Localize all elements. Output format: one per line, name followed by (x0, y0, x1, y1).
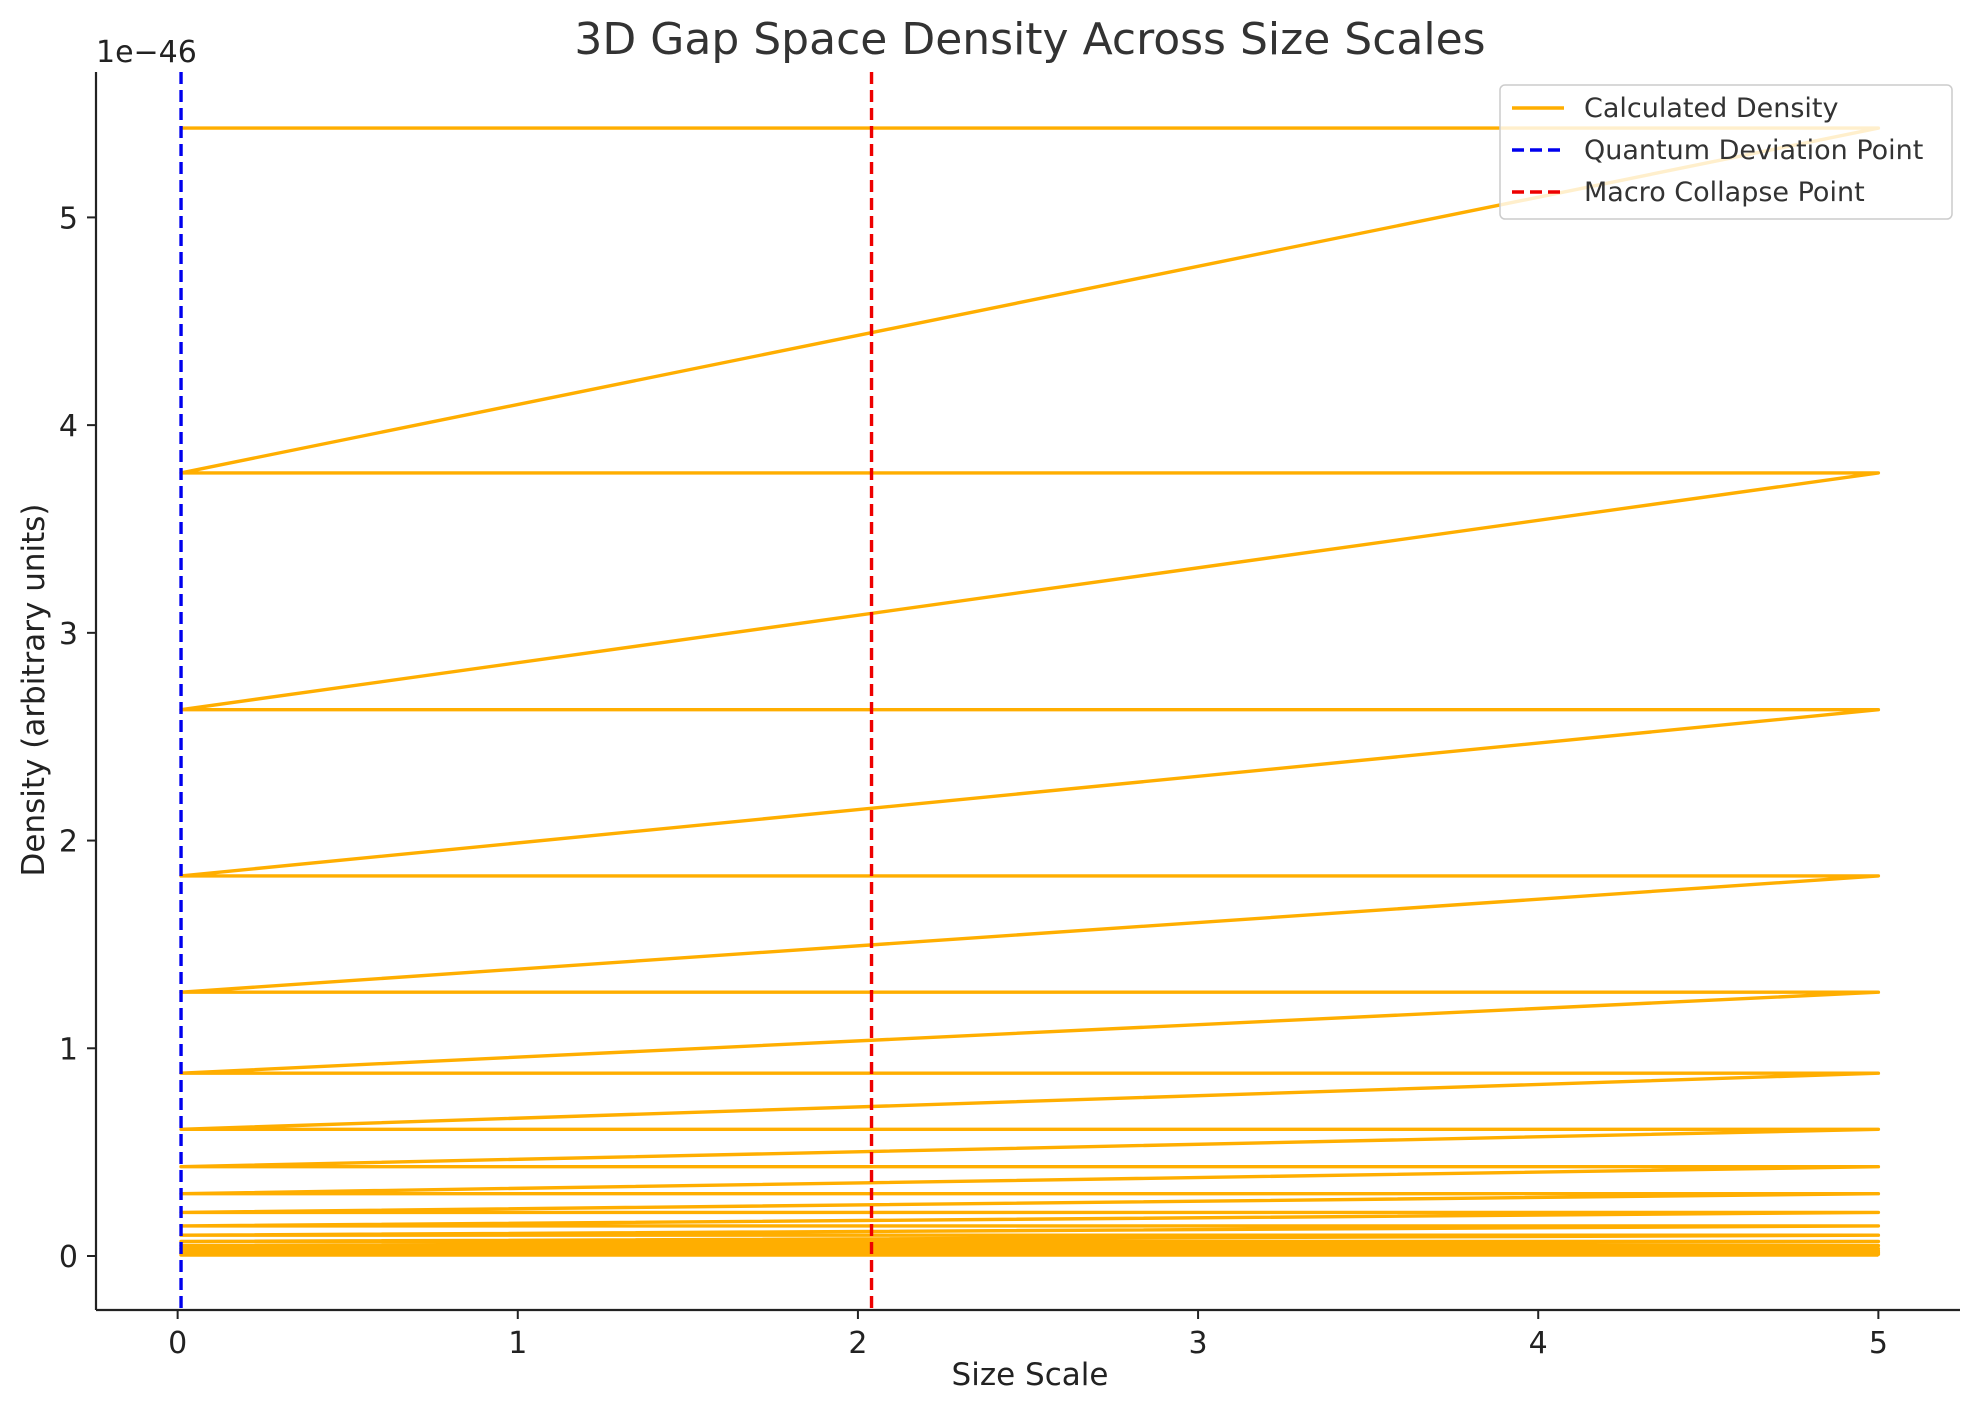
legend: Calculated Density Quantum Deviation Poin… (1499, 84, 1953, 220)
x-tick-label: 3 (1189, 1326, 1208, 1361)
y-tick-label: 4 (59, 409, 78, 444)
x-tick-label: 2 (848, 1326, 867, 1361)
y-tick-label: 3 (59, 617, 78, 652)
legend-label: Macro Collapse Point (1584, 177, 1865, 208)
y-tick-label: 0 (59, 1240, 78, 1275)
x-tick-label: 4 (1529, 1326, 1548, 1361)
legend-items: Calculated Density Quantum Deviation Poin… (1512, 93, 1923, 208)
x-tick-label: 1 (508, 1326, 527, 1361)
x-tick-label: 0 (168, 1326, 187, 1361)
legend-label: Quantum Deviation Point (1584, 135, 1923, 166)
legend-label: Calculated Density (1584, 93, 1838, 124)
plot-lines (179, 126, 1881, 1257)
chart-title: 3D Gap Space Density Across Size Scales (574, 14, 1485, 65)
y-tick-label: 2 (59, 825, 78, 860)
y-axis-ticks: 0 1 2 3 4 5 (59, 201, 96, 1275)
y-axis-label: Density (arbitrary units) (16, 504, 52, 877)
legend-box (1499, 84, 1953, 220)
x-axis-label: Size Scale (952, 1357, 1109, 1393)
x-axis-ticks: 0 1 2 3 4 5 (168, 1310, 1888, 1361)
x-tick-label: 5 (1869, 1326, 1888, 1361)
y-tick-label: 1 (59, 1032, 78, 1067)
y-tick-label: 5 (59, 201, 78, 236)
y-axis-offset-label: 1e−46 (96, 35, 197, 70)
reference-lines (179, 72, 874, 1310)
axes (94, 72, 1960, 1312)
series-line-calculated-density (179, 126, 1881, 1257)
